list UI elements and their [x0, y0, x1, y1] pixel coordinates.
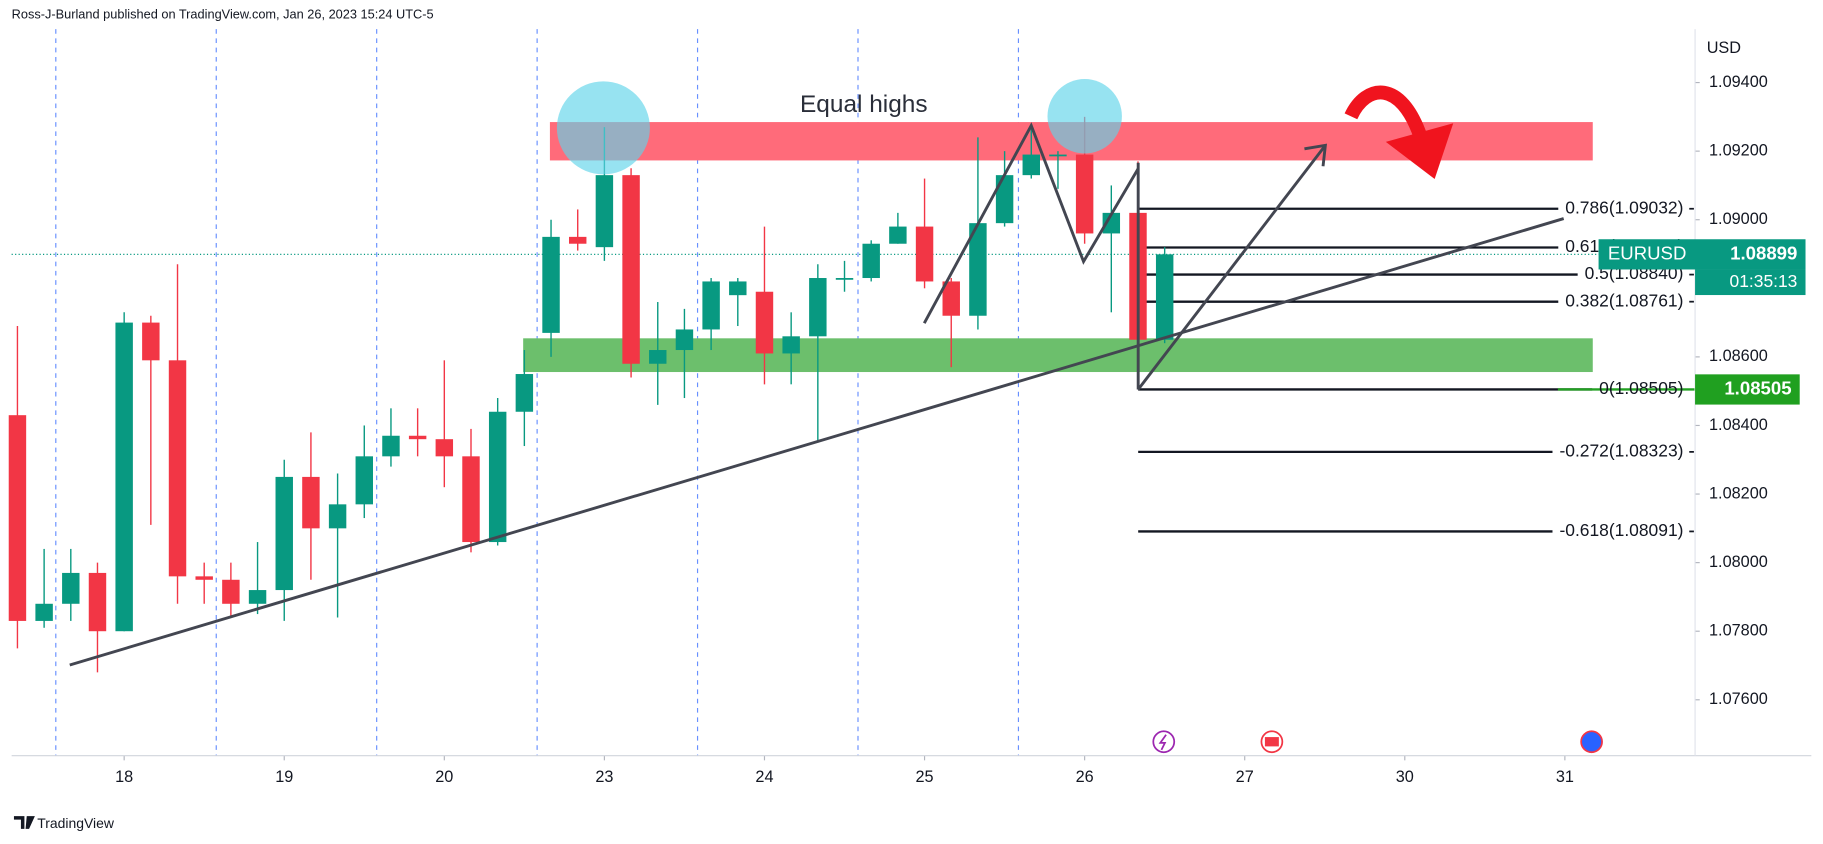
candle-body [515, 374, 534, 412]
candle-body [862, 243, 880, 279]
x-tick-label: 31 [1556, 768, 1574, 786]
reversal-arrow [1344, 85, 1428, 140]
candle-body [382, 435, 400, 457]
y-axis-label: USD [1707, 39, 1741, 57]
candle-body [8, 415, 27, 621]
countdown-box [1695, 269, 1806, 296]
y-tick-label: 1.08200 [1709, 484, 1768, 502]
y-tick-label: 1.08600 [1709, 347, 1768, 365]
candle-body [675, 329, 694, 351]
candle-body [142, 322, 160, 361]
y-tick-label: 1.08000 [1709, 553, 1768, 571]
brand-logo [13, 816, 35, 829]
price-lines: 1.09400 1.09200 1.09000 1.08600 1.08400 1.082… [11, 73, 1768, 761]
candle-body [889, 226, 907, 244]
candle-body [729, 281, 747, 296]
symbol-box [1598, 239, 1806, 270]
x-tick-label: 23 [595, 768, 613, 786]
y-tick-label: 1.09400 [1709, 73, 1768, 91]
event-icon [1158, 734, 1167, 751]
countdown: 01:35:13 [1730, 271, 1798, 291]
candle-body [649, 350, 667, 364]
x-tick-label: 30 [1396, 768, 1414, 786]
candle-body [835, 278, 854, 280]
candle-body [408, 435, 427, 440]
candle-body [1155, 254, 1174, 340]
y-tick-label: 1.07800 [1709, 622, 1768, 640]
candle-body [1075, 154, 1094, 234]
last-price-label: 1.08899 [1730, 242, 1797, 263]
fib-label: 0.382(1.08761) [1565, 290, 1683, 310]
high-marker [556, 81, 650, 175]
candle-body [435, 439, 454, 457]
candle-body [62, 572, 80, 604]
y-tick-label: 1.07600 [1709, 690, 1768, 708]
x-tick-label: 24 [755, 768, 773, 786]
chart-frame: Ross-J-Burland published on TradingView.… [8, 6, 1812, 831]
candle-body [1102, 212, 1121, 234]
candle-body [35, 603, 53, 621]
candle-body [755, 291, 774, 354]
x-tick-label: 27 [1236, 768, 1254, 786]
x-tick-label: 26 [1076, 768, 1094, 786]
candle-body [168, 360, 187, 577]
x-tick-label: 25 [916, 768, 934, 786]
candle-body [488, 411, 507, 543]
drawings [69, 122, 1565, 667]
marked-price-label: 1.08505 [1724, 377, 1791, 398]
candle-body [195, 576, 213, 580]
fib-label: -0.618(1.08091) [1559, 520, 1683, 540]
event-icon [1264, 737, 1279, 747]
y-tick-label: 1.09200 [1709, 141, 1768, 159]
marked-price-box [1695, 374, 1800, 405]
candle-body [1022, 154, 1040, 176]
candle-body [248, 590, 267, 604]
symbol-label: EURUSD [1608, 242, 1687, 263]
event-icon [1152, 730, 1176, 754]
x-tick-label: 20 [435, 768, 453, 786]
candle-body [275, 476, 293, 591]
price-labels: 181920232425262730310.786(1.09032)0.618(… [115, 197, 1806, 786]
candle-body [355, 456, 373, 505]
y-tick-label: 1.08400 [1709, 416, 1768, 434]
high-marker [1047, 79, 1122, 154]
brand: TradingView [37, 815, 115, 831]
x-tick-label: 18 [115, 768, 133, 786]
candle-body [969, 223, 987, 316]
support-zone [523, 338, 1593, 373]
candle-body [622, 175, 640, 364]
candle-body [328, 504, 347, 529]
fib-label: 0.786(1.09032) [1565, 197, 1683, 217]
candle-body [915, 226, 934, 282]
header: Ross-J-Burland published on TradingView.… [12, 6, 434, 21]
candle-body [782, 336, 800, 354]
candle-body [302, 476, 320, 529]
x-tick-label: 19 [275, 768, 293, 786]
fib-label: 0(1.08505) [1599, 378, 1683, 398]
candle-body [222, 579, 240, 604]
annotation: Equal highs [800, 91, 928, 118]
candle-body [542, 236, 560, 333]
candles [8, 116, 1174, 673]
candle-body [595, 175, 614, 248]
fib-label: -0.272(1.08323) [1559, 440, 1683, 460]
candle-body [462, 456, 480, 543]
candle-body [995, 175, 1014, 224]
candle-body [88, 572, 107, 632]
candle-body [568, 236, 587, 244]
event-icon [1580, 730, 1603, 754]
candle-body [809, 278, 827, 337]
candle-body [942, 281, 960, 316]
candle-body [115, 322, 133, 632]
candle-body [1049, 154, 1067, 157]
y-tick-label: 1.09000 [1709, 210, 1768, 228]
candle-body [702, 281, 720, 330]
